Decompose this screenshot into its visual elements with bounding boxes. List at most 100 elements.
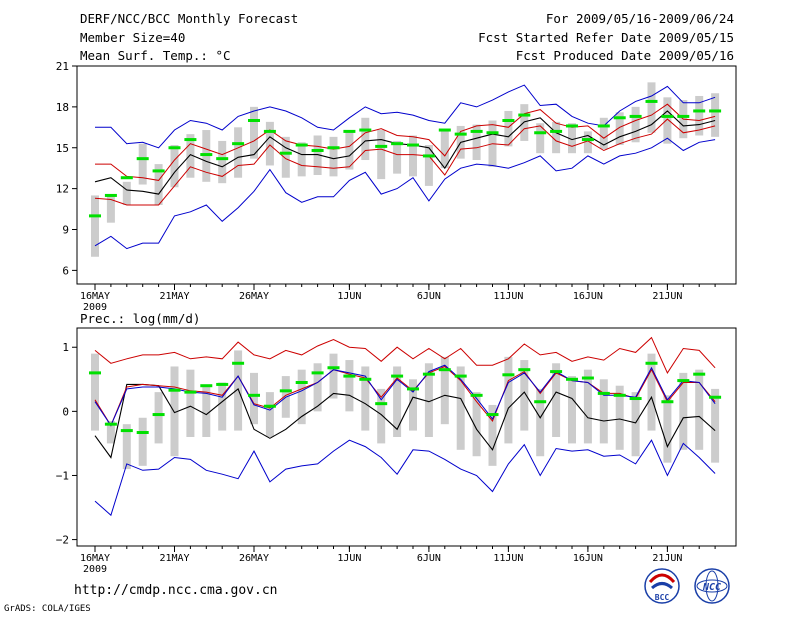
- observed-marker: [597, 124, 610, 128]
- x-tick-label: 11JUN: [493, 291, 523, 302]
- ensemble-box: [361, 366, 370, 431]
- y-tick-label: 12: [56, 183, 69, 196]
- ensemble-box: [583, 369, 592, 444]
- observed-marker: [184, 138, 197, 142]
- ensemble-box: [106, 194, 115, 223]
- observed-marker: [279, 151, 292, 155]
- observed-marker: [693, 109, 706, 113]
- ensemble-box: [472, 124, 481, 161]
- observed-marker: [470, 393, 483, 397]
- ensemble-box: [91, 195, 99, 257]
- observed-marker: [248, 119, 260, 122]
- series-max-line: [94, 439, 716, 517]
- x-tick-label: 21MAY: [159, 553, 189, 564]
- observed-marker: [391, 142, 404, 146]
- observed-marker: [502, 119, 515, 122]
- y-tick-label: 15: [56, 142, 69, 155]
- observed-marker: [152, 413, 165, 417]
- ensemble-box: [488, 404, 497, 466]
- observed-marker: [438, 128, 451, 132]
- ensemble-box: [647, 82, 656, 133]
- observed-marker: [184, 390, 197, 394]
- observed-marker: [232, 361, 245, 365]
- observed-marker: [120, 176, 133, 180]
- ensemble-box: [329, 353, 338, 399]
- ensemble-box: [154, 164, 163, 205]
- observed-marker: [470, 129, 483, 133]
- x-tick-label: 21JUN: [652, 553, 682, 564]
- observed-marker: [152, 169, 165, 173]
- ensemble-box: [504, 110, 513, 147]
- series-max-line: [95, 84, 716, 149]
- x-tick-label: 26MAY: [239, 291, 269, 302]
- ensemble-box: [599, 117, 608, 150]
- ensemble-box: [568, 123, 576, 154]
- observed-marker: [200, 153, 213, 157]
- observed-marker: [645, 361, 658, 365]
- observed-marker: [200, 384, 213, 388]
- observed-marker: [232, 142, 245, 146]
- x-tick-label: 16MAY: [80, 553, 110, 564]
- series-min-line: [94, 137, 716, 250]
- ensemble-box: [297, 142, 306, 177]
- ensemble-box: [202, 385, 211, 437]
- observed-marker: [216, 382, 229, 386]
- ensemble-box: [456, 366, 465, 450]
- ensemble-box: [695, 369, 704, 450]
- observed-marker: [104, 422, 117, 426]
- observed-marker: [295, 381, 308, 384]
- observed-marker: [422, 372, 435, 376]
- ensemble-box: [504, 356, 513, 444]
- x-tick-label: 1JUN: [337, 553, 361, 564]
- ensemble-box: [583, 131, 592, 154]
- observed-marker: [486, 413, 499, 417]
- x-tick-label: 26MAY: [239, 553, 269, 564]
- series-spread-low-line: [94, 118, 716, 206]
- y-tick-label: 0: [62, 405, 69, 418]
- ensemble-box: [297, 369, 306, 425]
- observed-marker: [550, 129, 563, 133]
- panel2-title: Prec.: log(mm/d): [80, 311, 201, 326]
- ensemble-box: [409, 379, 417, 431]
- ensemble-box: [218, 140, 227, 184]
- ensemble-box: [615, 112, 624, 146]
- chart-title: DERF/NCC/BCC Monthly Forecast: [80, 11, 299, 26]
- y-tick-label: 9: [62, 224, 69, 237]
- ensemble-box: [393, 140, 402, 174]
- observed-marker: [486, 131, 499, 135]
- ensemble-box: [615, 385, 624, 450]
- observed-marker: [407, 387, 419, 391]
- plot-frame: [76, 65, 737, 285]
- series-ens-mean-line: [94, 383, 716, 459]
- ensemble-box: [313, 135, 322, 175]
- observed-marker: [327, 366, 340, 370]
- observed-marker: [518, 113, 531, 117]
- ensemble-box: [91, 353, 99, 431]
- observed-marker: [661, 114, 674, 118]
- x-tick-label: 21JUN: [652, 291, 682, 302]
- forecast-produced-date: Fcst Produced Date 2009/05/16: [515, 48, 734, 63]
- ensemble-box: [663, 97, 672, 144]
- observed-marker: [168, 388, 181, 392]
- observed-marker: [263, 129, 276, 133]
- observed-marker: [375, 144, 388, 148]
- ensemble-box: [440, 130, 449, 169]
- ensemble-box: [138, 417, 147, 466]
- member-size: Member Size=40: [80, 30, 186, 45]
- observed-marker: [136, 431, 149, 435]
- observed-marker: [168, 146, 181, 150]
- ensemble-box: [138, 143, 147, 185]
- bcc-logo: BCC: [644, 568, 680, 604]
- ensemble-box: [361, 117, 370, 161]
- ensemble-box: [631, 106, 640, 143]
- observed-marker: [391, 374, 404, 378]
- observed-marker: [311, 371, 324, 375]
- observed-marker: [534, 400, 547, 404]
- observed-marker: [709, 109, 722, 113]
- ncc-logo-text: NCC: [702, 582, 721, 593]
- observed-marker: [136, 157, 149, 161]
- ensemble-box: [265, 392, 274, 437]
- ensemble-box: [520, 360, 529, 431]
- ensemble-box: [711, 93, 720, 137]
